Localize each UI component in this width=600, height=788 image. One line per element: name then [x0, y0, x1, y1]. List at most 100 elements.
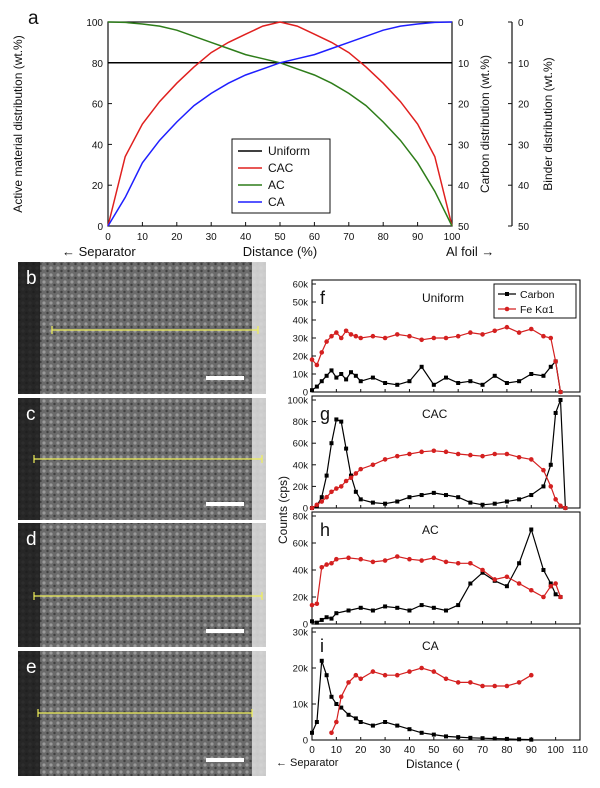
sem-panels: b c d e ← Separator [18, 262, 339, 776]
data-point-carbon [553, 592, 558, 597]
data-point-fe [528, 672, 534, 678]
eds-frame-g [311, 395, 581, 509]
eds-title-g: CAC [422, 407, 448, 421]
sem-edge-right [252, 523, 266, 647]
data-point-fe [334, 556, 339, 562]
panel-letter-h: h [320, 520, 330, 540]
data-point-carbon [492, 373, 497, 378]
y-tick-label: 30k [293, 628, 309, 639]
y2-axis-label: Carbon distribution (wt.%) [478, 55, 492, 193]
y-tick-label: 20k [293, 664, 309, 675]
data-point-carbon [444, 608, 448, 613]
data-point-carbon [468, 735, 473, 740]
data-point-carbon [431, 382, 436, 387]
y-tick-label: 50k [293, 298, 309, 309]
y-tick-label: 40k [293, 566, 309, 577]
data-point-carbon [480, 736, 485, 741]
data-point-carbon [383, 604, 388, 609]
legend-marker [505, 292, 509, 296]
data-point-carbon [492, 736, 497, 741]
data-point-fe [480, 683, 485, 689]
data-point-fe [309, 602, 315, 608]
x-tick-label: 70 [343, 232, 355, 243]
data-point-fe [334, 330, 339, 335]
data-point-carbon [370, 608, 375, 613]
y-tick-label: 100 [86, 18, 103, 29]
data-point-carbon [504, 381, 509, 385]
y3-axis-label: Binder distribution (wt.%) [541, 57, 555, 190]
data-point-carbon [319, 495, 324, 500]
data-point-carbon [492, 501, 497, 506]
data-point-carbon [310, 388, 314, 393]
data-point-fe [314, 362, 320, 368]
data-point-carbon [344, 446, 349, 451]
data-point-fe [480, 332, 485, 337]
data-point-carbon [314, 620, 319, 625]
data-point-carbon [314, 384, 319, 389]
data-point-fe [370, 669, 376, 674]
data-point-carbon [468, 379, 473, 384]
data-point-carbon [348, 370, 353, 375]
data-point-fe [394, 672, 400, 678]
series-line-ca [107, 21, 453, 227]
data-point-carbon [419, 493, 424, 498]
data-point-fe [528, 587, 534, 593]
data-point-carbon [444, 375, 448, 380]
data-point-carbon [419, 364, 424, 369]
data-point-carbon [314, 720, 319, 724]
y-tick-label: 0 [303, 620, 308, 631]
data-point-fe [553, 581, 558, 586]
data-point-carbon [431, 490, 436, 495]
data-point-fe [358, 335, 364, 341]
legend-entry: Uniform [268, 144, 310, 158]
data-point-carbon [324, 473, 329, 478]
data-point-carbon [370, 500, 375, 505]
y-tick-label: 40k [293, 460, 309, 471]
data-point-fe [419, 665, 424, 671]
data-point-fe [492, 577, 498, 582]
data-point-fe [528, 326, 534, 332]
x-tick-label: 40 [240, 232, 252, 243]
data-point-fe [358, 466, 364, 472]
series-line-fe-k-1 [311, 555, 562, 606]
x-tick-label: 80 [378, 232, 390, 243]
data-point-fe [324, 339, 329, 344]
data-point-fe [431, 555, 437, 561]
data-point-carbon [334, 702, 339, 706]
data-point-fe [504, 574, 510, 580]
data-point-fe [431, 448, 437, 454]
data-point-carbon [358, 497, 363, 502]
panel-letter-g: g [320, 404, 330, 424]
data-point-fe [419, 449, 424, 455]
sem-edge-left [18, 651, 40, 776]
data-point-fe [443, 676, 449, 682]
legend-entry: Carbon [520, 289, 555, 301]
x-tick-label: 10 [137, 232, 149, 243]
y-tick-label: 0 [97, 222, 103, 233]
data-point-fe [314, 601, 320, 607]
data-point-fe [516, 454, 522, 460]
scale-bar [206, 502, 244, 506]
al-foil-label: Al foil → [446, 244, 494, 259]
legend-entry: AC [268, 178, 285, 192]
data-point-carbon [444, 734, 448, 739]
x-tick-label: 10 [331, 745, 343, 756]
data-point-fe [431, 669, 437, 674]
data-point-carbon [383, 381, 388, 385]
data-point-carbon [529, 372, 534, 376]
data-point-carbon [353, 716, 358, 721]
data-point-fe [324, 494, 329, 500]
data-point-carbon [456, 381, 461, 385]
data-point-fe [382, 457, 388, 462]
data-point-fe [309, 505, 315, 511]
data-point-fe [407, 451, 412, 457]
y3-tick-label: 0 [518, 18, 524, 29]
data-point-fe [553, 497, 558, 502]
data-point-carbon [517, 737, 522, 742]
data-point-carbon [329, 441, 334, 446]
data-point-fe [468, 680, 473, 685]
data-point-fe [343, 328, 349, 334]
data-point-carbon [344, 377, 349, 382]
data-point-carbon [407, 727, 412, 732]
